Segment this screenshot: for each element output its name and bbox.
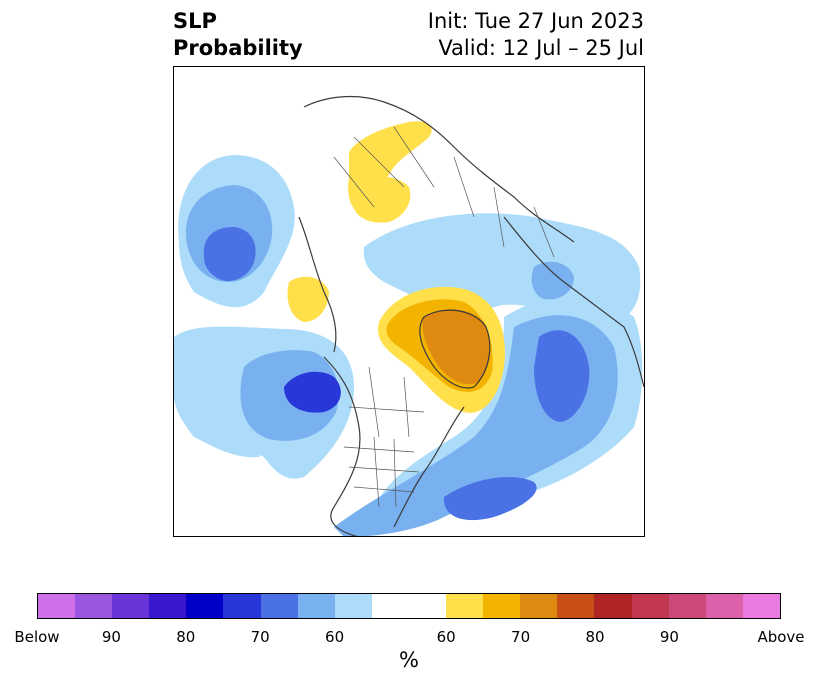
polar-map: [173, 66, 645, 537]
colorbar-units-label: %: [399, 648, 419, 672]
colorbar-segment: [75, 594, 113, 618]
map-title-left: SLP Probability: [173, 8, 303, 62]
coastlines: [298, 95, 644, 536]
greenland-above-core: [422, 309, 491, 385]
kamchatka-coast: [298, 216, 325, 293]
us-states-grid: [343, 436, 420, 508]
map-canvas: [174, 95, 644, 536]
atlantic-below-core: [534, 330, 590, 422]
colorbar-segment: [742, 594, 780, 618]
colorbar-tick-label: 70: [250, 628, 270, 646]
colorbar-segment: [446, 594, 484, 618]
colorbar-segment: [520, 594, 558, 618]
colorbar-segment: [186, 594, 224, 618]
colorbar-tick-label: Below: [14, 628, 60, 646]
colorbar-segment: [668, 594, 706, 618]
north-america-coast: [323, 356, 361, 536]
title-variable: SLP: [173, 9, 217, 33]
chukchi-above-patch: [287, 276, 329, 322]
init-date-label: Init: Tue 27 Jun 2023: [427, 9, 644, 33]
northeast-pacific-below-core: [284, 371, 341, 413]
north-pacific-below-core: [203, 227, 256, 282]
canada-provinces: [348, 366, 425, 438]
colorbar-segment: [297, 594, 335, 618]
colorbar-segment: [38, 594, 76, 618]
colorbar-segment: [371, 594, 447, 618]
china-borders: [333, 136, 405, 208]
colorbar-segment: [483, 594, 521, 618]
colorbar-tick-label: 70: [511, 628, 531, 646]
colorbar-segment: [112, 594, 150, 618]
colorbar-segment: [223, 594, 261, 618]
valid-range-label: Valid: 12 Jul – 25 Jul: [438, 36, 644, 60]
title-field: Probability: [173, 36, 303, 60]
europe-below-patch: [531, 261, 574, 300]
atlantic-below-core-south: [443, 477, 537, 521]
east-asia-above-patch: [352, 175, 411, 223]
borders: [333, 126, 555, 508]
map-title-right: Init: Tue 27 Jun 2023 Valid: 12 Jul – 25…: [428, 8, 644, 62]
colorbar-tick-label: 80: [585, 628, 605, 646]
greenland-coast: [419, 309, 491, 389]
colorbar-tick-label: 90: [101, 628, 121, 646]
russia-borders: [393, 126, 555, 258]
colorbar-tick-label: 60: [436, 628, 456, 646]
colorbar-tick-label: Above: [757, 628, 805, 646]
colorbar-segment: [594, 594, 632, 618]
colorbar-tick-label: 80: [176, 628, 196, 646]
colorbar-segment: [334, 594, 372, 618]
colorbar-segment: [705, 594, 743, 618]
east-us-coast: [393, 406, 465, 528]
colorbar-segment: [149, 594, 187, 618]
colorbar-segment: [260, 594, 298, 618]
eurasia-coast: [303, 95, 575, 243]
alaska-coast: [323, 291, 337, 353]
probability-colorbar: [37, 593, 781, 619]
colorbar-tick-label: 60: [325, 628, 345, 646]
europe-coast: [503, 216, 644, 388]
colorbar-segment: [557, 594, 595, 618]
colorbar-segment: [631, 594, 669, 618]
colorbar-tick-label: 90: [659, 628, 679, 646]
